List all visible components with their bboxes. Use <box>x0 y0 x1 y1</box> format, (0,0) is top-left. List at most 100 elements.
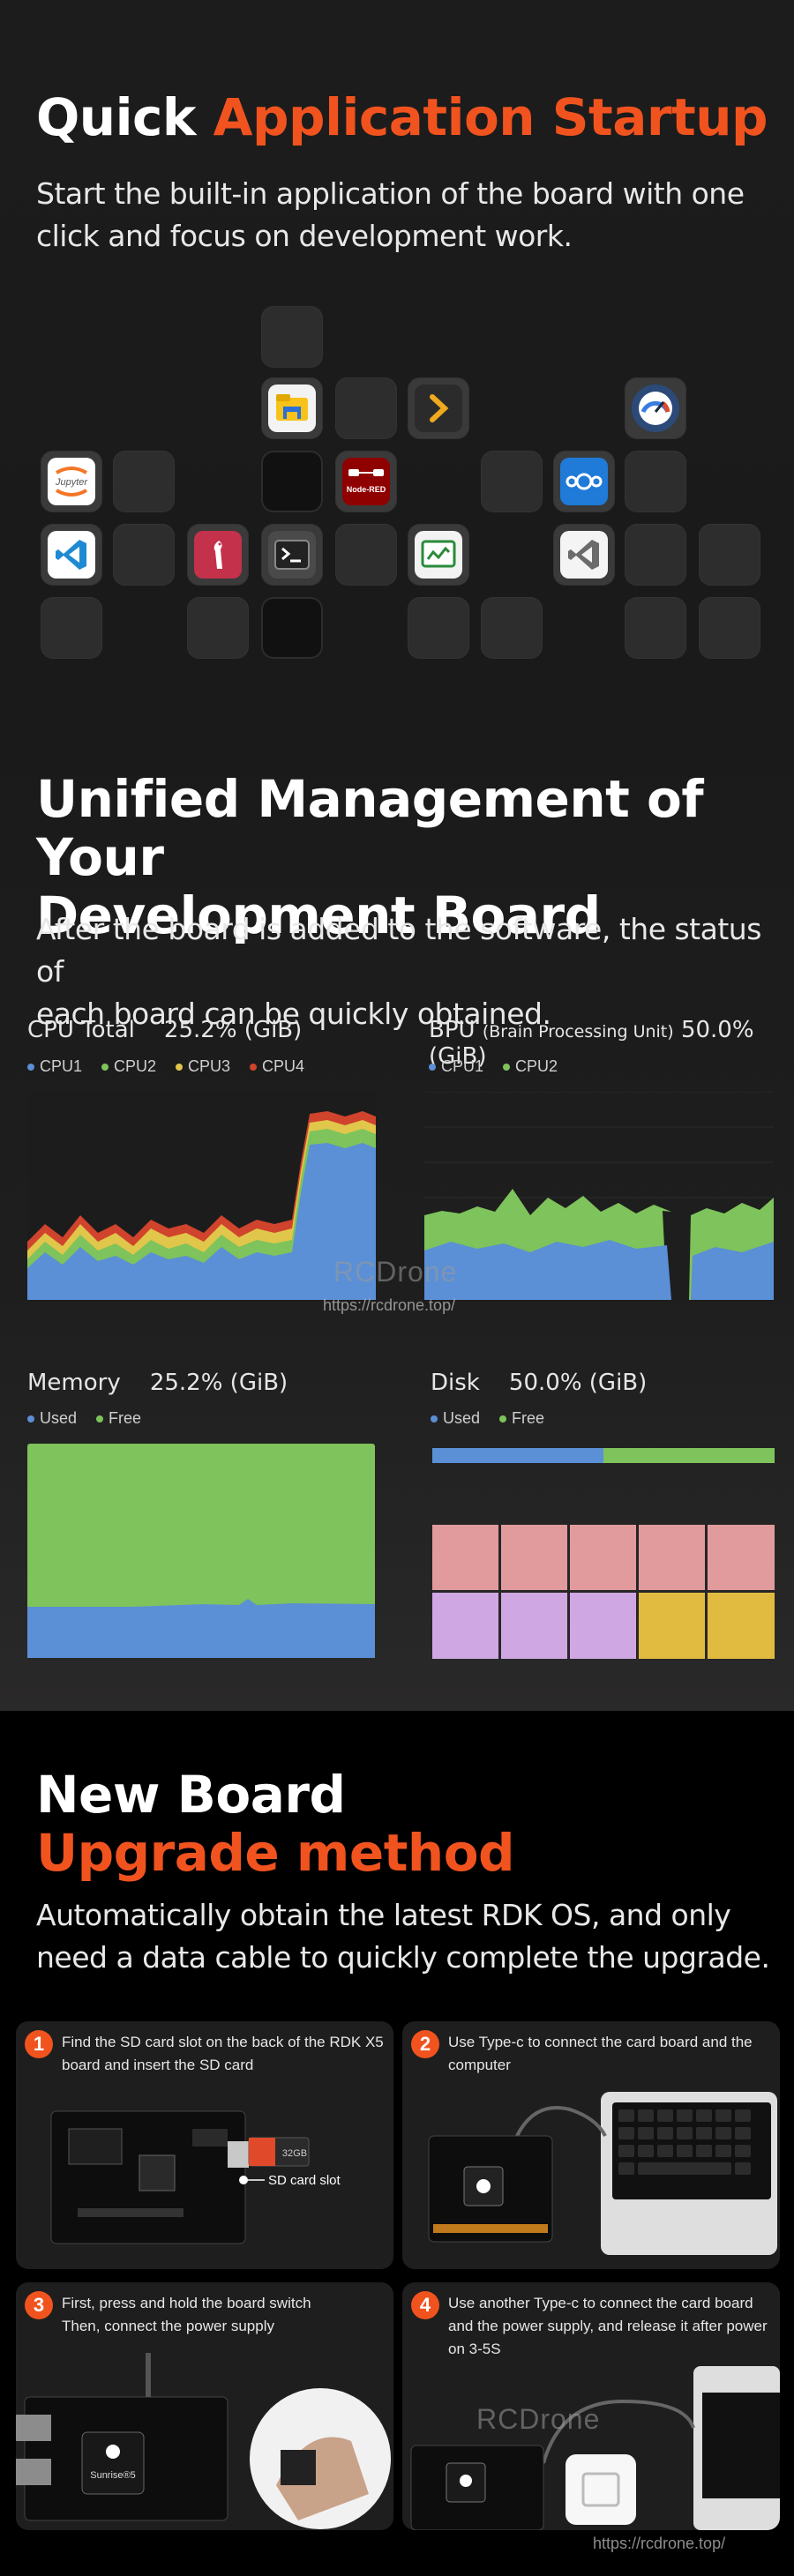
legend-item: Used <box>27 1409 77 1428</box>
unified-heading: Unified Management of Your Development B… <box>36 769 704 945</box>
bpu-panel-title: BPU (Brain Processing Unit) 50.0% (GiB) <box>429 1017 754 1070</box>
watermark-brand: RCDrone <box>476 2403 601 2435</box>
upgrade-subtitle: Automatically obtain the latest RDK OS, … <box>36 1898 770 1975</box>
step-card-4: 4 Use another Type-c to connect the card… <box>402 2282 780 2530</box>
step-card-2: 2 Use Type-c to connect the card board a… <box>402 2021 780 2269</box>
upgrade-heading: New Board Upgrade method <box>36 1765 515 1883</box>
app-tile-terminal-chevron[interactable] <box>408 377 469 439</box>
app-tile-empty <box>335 377 397 439</box>
step-number: 3 <box>25 2291 53 2319</box>
memory-panel-title: Memory 25.2% (GiB) <box>27 1370 288 1396</box>
app-tile-speedometer[interactable] <box>625 377 686 439</box>
watermark-url: https://rcdrone.top/ <box>593 2535 726 2552</box>
chevron-right-icon <box>415 385 462 432</box>
app-tile-empty <box>699 524 760 586</box>
vscode-icon <box>48 531 95 579</box>
step-text: Use another Type-c to connect the card b… <box>448 2295 768 2357</box>
legend-item: CPU4 <box>250 1057 304 1076</box>
step-number: 2 <box>411 2030 439 2058</box>
step-card-1: 1 Find the SD card slot on the back of t… <box>16 2021 393 2269</box>
memory-area-chart <box>27 1444 375 1658</box>
app-tile-terminal[interactable] <box>261 524 323 586</box>
features-section: Quick Application Startup Start the buil… <box>0 0 794 1711</box>
sd-card-slot-callout: SD card slot <box>268 2173 341 2188</box>
bpu-legend: CPU1 CPU2 <box>429 1057 558 1076</box>
node-red-label: Node-RED <box>347 485 386 494</box>
app-tile-nextcloud[interactable] <box>553 451 615 512</box>
app-tile-node-red[interactable]: Node-RED <box>335 451 397 512</box>
disk-usage-bar <box>432 1448 775 1463</box>
disk-treemap <box>432 1525 775 1659</box>
app-tile-empty <box>481 451 543 512</box>
app-tile-system-monitor[interactable] <box>408 524 469 586</box>
app-tile-empty <box>481 597 543 659</box>
speedometer-icon <box>632 385 679 432</box>
app-tile-jupyter[interactable]: Jupyter <box>41 451 102 512</box>
jupyter-label: Jupyter <box>55 477 88 488</box>
cpu-legend: CPU1 CPU2 CPU3 CPU4 <box>27 1057 304 1076</box>
watermark-brand: RCDrone <box>333 1256 458 1288</box>
cpu1-area <box>27 1143 376 1300</box>
quick-start-subtitle: Start the built-in application of the bo… <box>36 176 745 253</box>
bpu-area-chart <box>424 1092 774 1300</box>
legend-item: CPU1 <box>429 1057 483 1076</box>
memory-used-area <box>27 1599 375 1658</box>
step-number: 4 <box>411 2291 439 2319</box>
app-tile-empty <box>187 597 249 659</box>
disk-partition-blocks <box>432 1525 775 1659</box>
legend-item: Used <box>431 1409 480 1428</box>
jupyter-icon: Jupyter <box>48 458 95 505</box>
app-tile-empty <box>408 597 469 659</box>
app-tile-vscode[interactable] <box>41 524 102 586</box>
app-tile-empty <box>261 597 323 659</box>
app-tile-empty <box>699 597 760 659</box>
board-back-illustration: 32GB SD card slot <box>50 2110 341 2244</box>
legend-item: Free <box>96 1409 141 1428</box>
upgrade-section: New Board Upgrade method Automatically o… <box>0 1711 794 2576</box>
step-number: 1 <box>25 2030 53 2058</box>
cpu-area-chart <box>27 1092 376 1300</box>
sd-card-label: 32GB <box>282 2148 307 2159</box>
app-tile-empty <box>625 451 686 512</box>
nextcloud-icon <box>560 458 608 505</box>
chip-label: Sunrise®5 <box>90 2470 136 2481</box>
legend-item: CPU2 <box>101 1057 156 1076</box>
board-power-illustration: Sunrise®5 <box>16 2353 391 2529</box>
app-tile-empty <box>113 451 175 512</box>
legend-item: CPU2 <box>503 1057 558 1076</box>
node-red-icon: Node-RED <box>342 458 390 505</box>
watermark-url: https://rcdrone.top/ <box>323 1296 456 1314</box>
system-monitor-icon <box>415 531 462 579</box>
disk-used-fill <box>432 1448 603 1463</box>
app-tile-vscode-gray[interactable] <box>553 524 615 586</box>
step-text: First, press and hold the board switch T… <box>62 2295 311 2334</box>
app-tile-raspberry-bird[interactable] <box>187 524 249 586</box>
disk-panel-title: Disk 50.0% (GiB) <box>431 1370 648 1396</box>
folder-icon <box>268 385 316 432</box>
terminal-icon <box>268 531 316 579</box>
app-tile-empty <box>625 597 686 659</box>
board-to-computer-illustration <box>428 2092 777 2255</box>
disk-legend: Used Free <box>431 1409 544 1428</box>
step-text: Find the SD card slot on the back of the… <box>62 2034 384 2073</box>
app-tile-empty <box>261 451 323 512</box>
app-tile-file-manager[interactable] <box>261 377 323 439</box>
app-tile-empty <box>41 597 102 659</box>
board-power-computer-illustration <box>410 2366 780 2530</box>
bpu1-area <box>424 1240 774 1300</box>
step-card-3: 3 First, press and hold the board switch… <box>16 2282 393 2530</box>
app-tile-empty <box>261 306 323 368</box>
app-tile-empty <box>113 524 175 586</box>
legend-item: CPU3 <box>176 1057 230 1076</box>
legend-item: CPU1 <box>27 1057 82 1076</box>
quick-start-heading: Quick Application Startup <box>36 87 768 147</box>
memory-legend: Used Free <box>27 1409 141 1428</box>
app-tile-empty <box>625 524 686 586</box>
bird-icon <box>194 531 242 579</box>
legend-item: Free <box>499 1409 544 1428</box>
step-text: Use Type-c to connect the card board and… <box>448 2034 753 2073</box>
cpu-panel-title: CPU Total 25.2% (GiB) <box>27 1017 303 1043</box>
vscode-gray-icon <box>560 531 608 579</box>
unified-subtitle: After the board is added to the software… <box>36 912 761 1031</box>
app-tile-empty <box>335 524 397 586</box>
